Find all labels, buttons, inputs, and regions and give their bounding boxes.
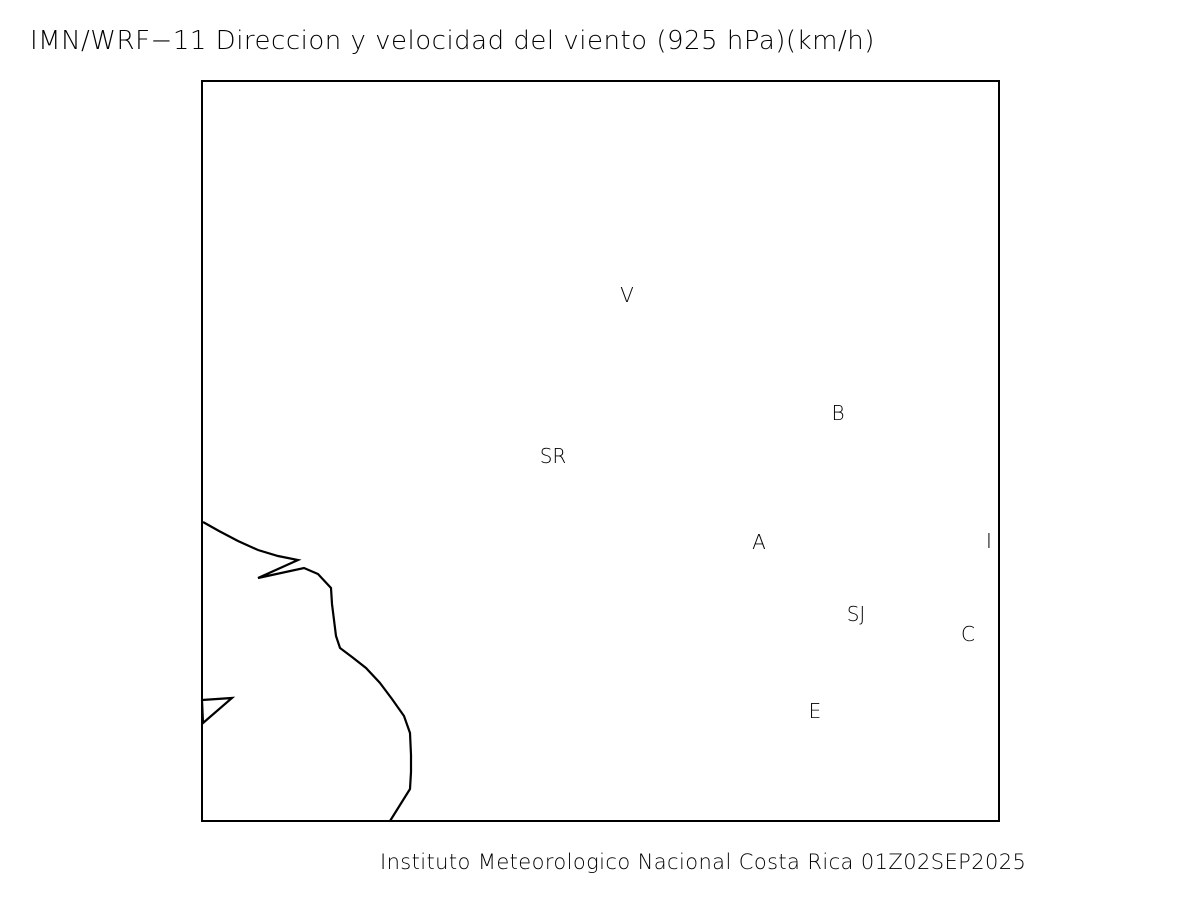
station-c: C	[961, 622, 975, 646]
footer-credit: Instituto Meteorologico Nacional Costa R…	[380, 850, 1027, 874]
station-v: V	[620, 283, 634, 307]
station-i: I	[986, 529, 992, 553]
station-a: A	[752, 530, 766, 554]
station-b: B	[831, 401, 845, 425]
map-frame	[201, 80, 1000, 822]
station-sj: SJ	[846, 602, 866, 626]
coastal-peninsula-small	[200, 696, 236, 726]
page-title: IMN/WRF−11 Direccion y velocidad del vie…	[30, 26, 875, 56]
pacific-coastline-main	[202, 521, 413, 822]
station-sr: SR	[539, 444, 567, 468]
map-frame-rect	[201, 80, 1000, 822]
station-e: E	[808, 699, 822, 723]
coastline-layer	[200, 521, 413, 822]
